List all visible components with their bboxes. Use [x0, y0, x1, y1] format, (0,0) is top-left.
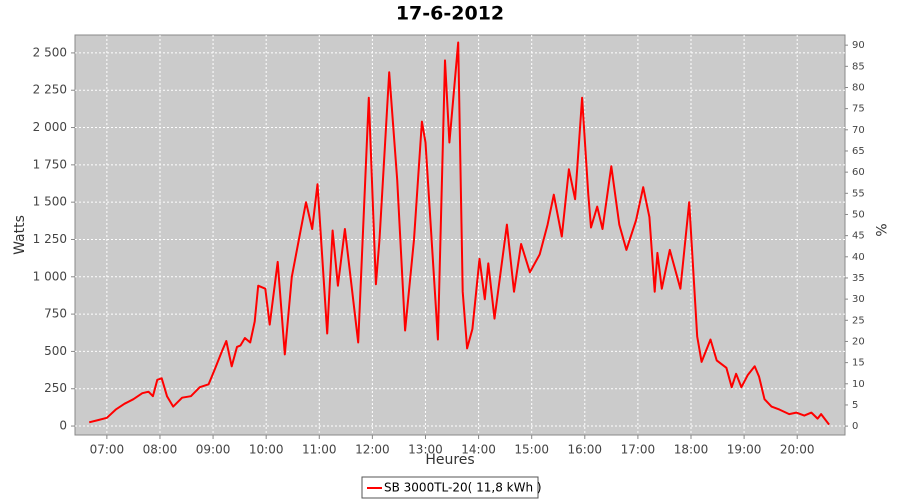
y2-tick-label: 90: [852, 40, 865, 51]
y-tick-label: 1 250: [33, 232, 67, 246]
x-tick-label: 15:00: [514, 443, 549, 457]
y2-tick-label: 20: [852, 336, 865, 347]
x-tick-label: 13:00: [408, 443, 443, 457]
y2-tick-label: 0: [852, 421, 858, 432]
y2-tick-label: 60: [852, 167, 865, 178]
data-line: [88, 41, 830, 426]
x-tick-label: 08:00: [143, 443, 178, 457]
y2-axis-label: %: [872, 223, 888, 236]
y2-tick-label: 70: [852, 125, 865, 136]
x-tick-label: 18:00: [674, 443, 709, 457]
y2-tick-label: 25: [852, 315, 865, 326]
y2-tick-label: 40: [852, 252, 865, 263]
y-tick-label: 1 750: [33, 157, 67, 171]
chart-title: 17-6-2012: [396, 3, 504, 25]
x-tick-label: 09:00: [196, 443, 231, 457]
y2-tick-label: 75: [852, 104, 865, 115]
y2-tick-label: 10: [852, 379, 865, 390]
x-tick-label: 19:00: [727, 443, 762, 457]
y2-tick-label: 65: [852, 146, 865, 157]
y-tick-label: 1 500: [33, 195, 67, 209]
y2-tick-label: 55: [852, 188, 865, 199]
y2-tick-label: 35: [852, 273, 865, 284]
legend-box: [361, 476, 539, 499]
y2-tick-label: 80: [852, 82, 865, 93]
y-tick-label: 500: [44, 344, 67, 358]
y-tick-label: 250: [44, 381, 67, 395]
y-tick-label: 0: [59, 419, 67, 433]
x-axis-label: Heures: [425, 452, 474, 468]
legend-label: SB 3000TL-20( 11,8 kWh ): [384, 481, 542, 495]
y2-tick-label: 30: [852, 294, 865, 305]
y2-tick-label: 5: [852, 400, 858, 411]
y-axis-label: Watts: [12, 215, 28, 255]
x-tick-label: 14:00: [461, 443, 496, 457]
y-tick-label: 1 000: [33, 269, 67, 283]
x-tick-label: 16:00: [567, 443, 602, 457]
y2-tick-label: 45: [852, 231, 865, 242]
y-tick-label: 750: [44, 307, 67, 321]
x-tick-label: 07:00: [90, 443, 125, 457]
y-tick-label: 2 500: [33, 45, 67, 59]
y-tick-label: 2 250: [33, 83, 67, 97]
y2-tick-label: 85: [852, 61, 865, 72]
x-tick-label: 11:00: [302, 443, 337, 457]
y-tick-label: 2 000: [33, 120, 67, 134]
y2-tick-label: 50: [852, 209, 865, 220]
x-tick-label: 10:00: [249, 443, 284, 457]
x-tick-label: 20:00: [780, 443, 815, 457]
y2-tick-label: 15: [852, 358, 865, 369]
x-tick-label: 12:00: [355, 443, 390, 457]
x-tick-label: 17:00: [621, 443, 656, 457]
